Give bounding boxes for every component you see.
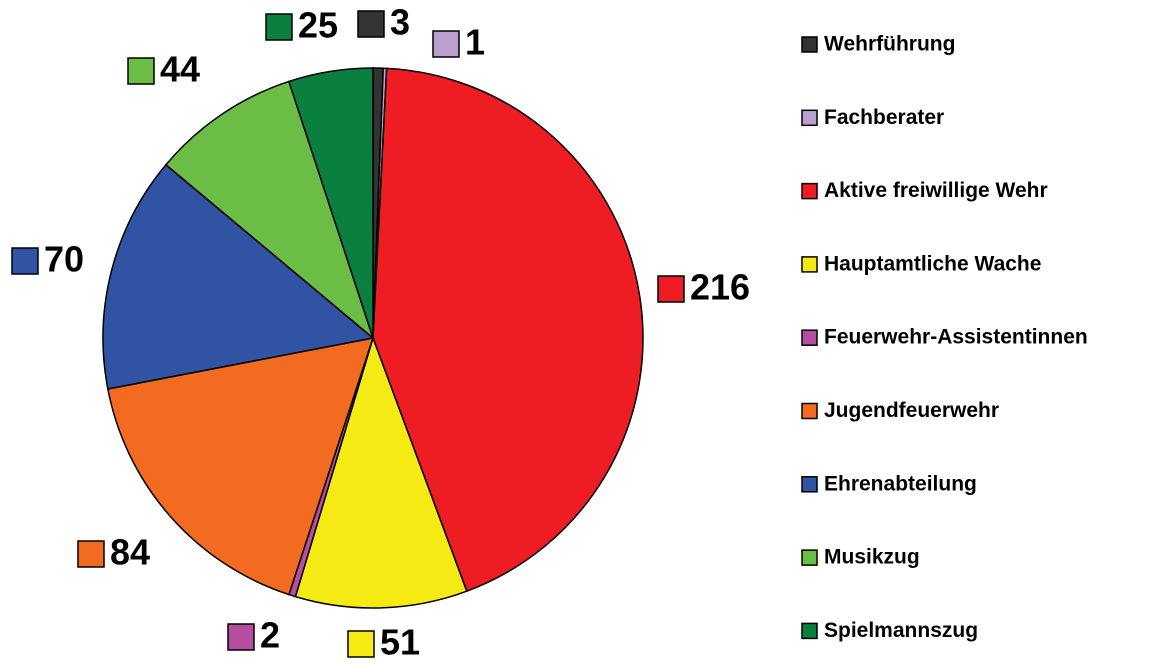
pie-slice [372,67,644,593]
legend-swatch [801,402,818,420]
data-label: 51 [380,622,420,663]
data-label: 3 [390,2,410,43]
label-swatch [127,57,155,85]
legend-swatch [801,549,818,566]
legend-label: Spielmannszug [824,619,978,642]
legend-swatch [801,476,818,493]
data-label: 84 [110,532,150,573]
legend-label: Wehrführung [824,33,955,56]
pie-slice [164,80,375,341]
label-swatch [227,623,255,651]
legend-label: Aktive freiwillige Wehr [824,179,1048,202]
legend-label: Fachberater [824,106,944,129]
legend-swatch [801,36,818,53]
legend-swatch [801,329,818,346]
label-swatch [77,540,105,568]
pie-slice [294,335,468,609]
data-label: 44 [160,49,200,90]
data-label: 2 [260,615,280,656]
label-swatch [11,247,39,275]
legend-swatch [801,256,818,273]
pie-slice [102,163,375,390]
legend-swatch [801,182,818,200]
label-swatch [657,275,685,303]
pie-slice [106,337,375,596]
data-label: 1 [465,22,485,63]
data-label: 70 [44,239,84,280]
data-label: 25 [298,5,338,46]
pie-slice [287,67,374,339]
label-swatch [357,10,385,38]
legend-label: Jugendfeuerwehr [824,399,999,422]
legend-label: Feuerwehr-Assistentinnen [824,326,1088,349]
label-swatch [347,630,375,658]
legend-label: Hauptamtliche Wache [824,252,1041,275]
legend-swatch [801,109,818,127]
label-swatch [265,13,293,41]
label-swatch [432,30,460,58]
legend-swatch [801,622,818,640]
legend-label: Ehrenabteilung [824,472,977,495]
legend-label: Musikzug [824,546,920,569]
data-label: 216 [690,267,750,308]
